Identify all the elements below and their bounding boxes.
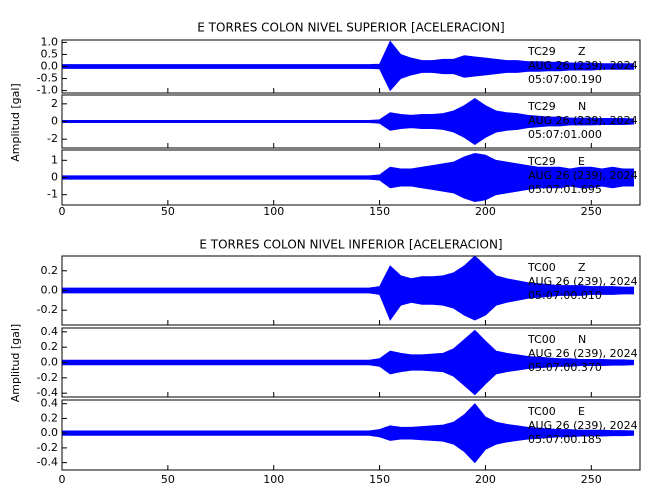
date-label: AUG 26 (239), 2024	[528, 114, 638, 127]
time-label: 05:07:00.370	[528, 361, 602, 374]
time-label: 05:07:00.010	[528, 289, 602, 302]
date-label: AUG 26 (239), 2024	[528, 275, 638, 288]
y-tick-label: 0.0	[41, 356, 59, 369]
y-axis-label: Amplitud [gal]	[9, 83, 22, 161]
x-tick-label: 150	[369, 473, 390, 486]
x-tick-label: 0	[59, 205, 66, 218]
date-label: AUG 26 (239), 2024	[528, 419, 638, 432]
station-label: TC00	[527, 405, 556, 418]
station-label: TC00	[527, 261, 556, 274]
y-tick-label: 0.2	[41, 340, 59, 353]
y-tick-label: 0.2	[41, 264, 59, 277]
y-tick-label: -0.4	[37, 456, 58, 469]
y-tick-label: 0.4	[41, 325, 59, 338]
y-tick-label: -0.2	[37, 371, 58, 384]
component-label: Z	[578, 45, 586, 58]
chart-title: E TORRES COLON NIVEL INFERIOR [ACELERACI…	[199, 238, 502, 252]
y-tick-label: 0.5	[41, 47, 59, 60]
component-label: E	[578, 155, 585, 168]
y-tick-label: -2	[47, 132, 58, 145]
component-label: N	[578, 100, 586, 113]
y-tick-label: 0.0	[41, 60, 59, 73]
waveform	[61, 98, 635, 145]
date-label: AUG 26 (239), 2024	[528, 347, 638, 360]
x-tick-label: 200	[475, 205, 496, 218]
waveform	[61, 329, 635, 396]
y-tick-label: 1	[51, 153, 58, 166]
date-label: AUG 26 (239), 2024	[528, 59, 638, 72]
component-label: Z	[578, 261, 586, 274]
date-label: AUG 26 (239), 2024	[528, 169, 638, 182]
time-label: 05:07:00.185	[528, 433, 602, 446]
chart-title: E TORRES COLON NIVEL SUPERIOR [ACELERACI…	[197, 21, 504, 35]
x-tick-label: 250	[581, 473, 602, 486]
waveform	[61, 40, 635, 92]
y-tick-label: -0.5	[37, 72, 58, 85]
component-label: N	[578, 333, 586, 346]
x-tick-label: 250	[581, 205, 602, 218]
station-label: TC29	[527, 155, 556, 168]
time-label: 05:07:00.190	[528, 73, 602, 86]
x-tick-label: 50	[161, 205, 175, 218]
panel-frame	[61, 399, 641, 471]
y-tick-label: 2	[51, 97, 58, 110]
y-tick-label: -0.2	[37, 303, 58, 316]
y-tick-label: 0	[51, 115, 58, 128]
y-tick-label: 0.0	[41, 426, 59, 439]
x-tick-label: 0	[59, 473, 66, 486]
waveform	[61, 403, 635, 464]
y-axis-label: Amplitud [gal]	[9, 324, 22, 402]
x-tick-label: 50	[161, 473, 175, 486]
y-tick-label: -0.4	[37, 386, 58, 399]
y-tick-label: 0.0	[41, 284, 59, 297]
y-tick-label: -1.0	[37, 84, 58, 97]
station-label: TC29	[527, 45, 556, 58]
component-label: E	[578, 405, 585, 418]
y-tick-label: 0	[51, 171, 58, 184]
time-label: 05:07:01.000	[528, 128, 602, 141]
x-tick-label: 100	[263, 205, 284, 218]
x-tick-label: 100	[263, 473, 284, 486]
y-tick-label: 1.0	[41, 35, 59, 48]
x-tick-label: 150	[369, 205, 390, 218]
y-tick-label: -0.2	[37, 441, 58, 454]
station-label: TC29	[527, 100, 556, 113]
time-label: 05:07:01.695	[528, 183, 602, 196]
station-label: TC00	[527, 333, 556, 346]
y-tick-label: -1	[47, 188, 58, 201]
waveform	[61, 153, 635, 202]
y-tick-label: 0.4	[41, 397, 59, 410]
x-tick-label: 200	[475, 473, 496, 486]
y-tick-label: 0.2	[41, 411, 59, 424]
waveform	[61, 255, 635, 321]
